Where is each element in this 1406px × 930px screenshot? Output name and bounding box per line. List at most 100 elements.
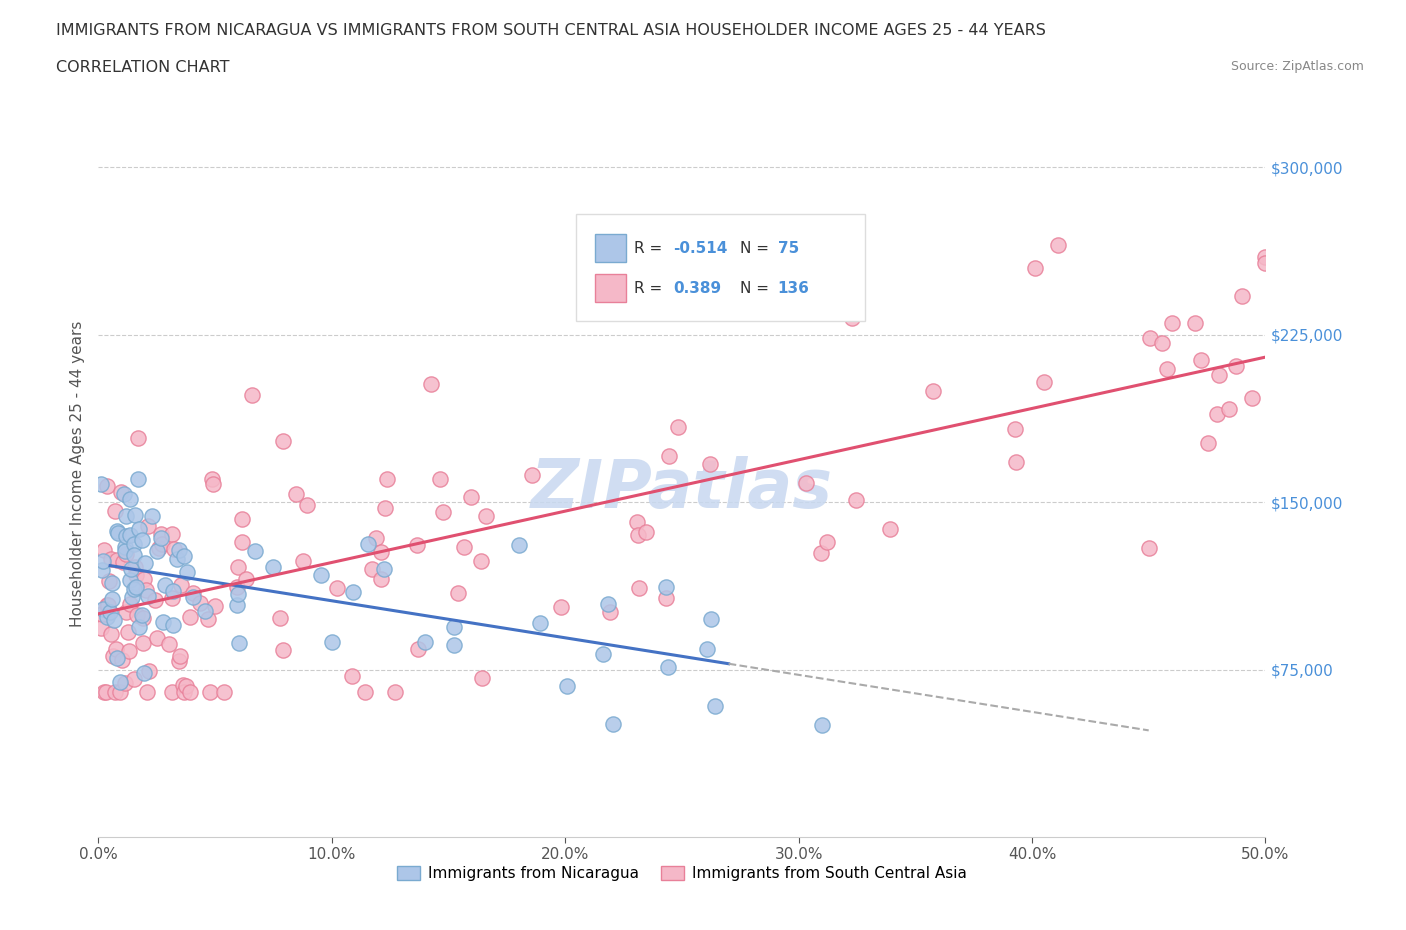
Point [188, 596, 211, 611]
Point [115, 547, 138, 562]
Point [198, 684, 221, 699]
Point [98, 604, 121, 619]
Point [796, 475, 818, 490]
Point [201, 472, 224, 486]
Point [134, 556, 156, 571]
Point [627, 580, 650, 595]
Point [124, 507, 146, 522]
Point [475, 509, 498, 524]
Point [114, 509, 136, 524]
Point [104, 684, 127, 699]
Point [149, 526, 172, 541]
Point [696, 642, 718, 657]
Point [550, 599, 572, 614]
Text: N =: N = [740, 281, 773, 296]
Text: 75: 75 [778, 241, 799, 256]
Point [162, 591, 184, 605]
Text: R =: R = [634, 281, 672, 296]
Point [309, 567, 332, 582]
Point [100, 626, 122, 641]
Point [114, 544, 136, 559]
Point [104, 642, 127, 657]
Point [1024, 261, 1046, 276]
Point [157, 637, 180, 652]
Point [170, 578, 193, 592]
Point [101, 576, 124, 591]
Point [231, 535, 253, 550]
Point [269, 611, 291, 626]
Point [228, 587, 250, 602]
Point [1156, 362, 1178, 377]
Point [110, 653, 132, 668]
Point [115, 528, 138, 543]
Point [118, 528, 141, 543]
Legend: Immigrants from Nicaragua, Immigrants from South Central Asia: Immigrants from Nicaragua, Immigrants fr… [391, 860, 973, 887]
Text: N =: N = [740, 241, 773, 256]
Point [353, 684, 375, 699]
Point [297, 498, 319, 512]
Point [231, 512, 253, 526]
Point [91, 602, 114, 617]
Point [115, 604, 138, 619]
Point [173, 684, 195, 699]
Point [112, 486, 135, 501]
Point [447, 586, 470, 601]
Point [128, 522, 150, 537]
Point [1004, 455, 1026, 470]
Point [658, 449, 681, 464]
Point [117, 624, 139, 639]
Point [110, 485, 132, 499]
Point [1206, 406, 1229, 421]
Point [226, 579, 249, 594]
Point [271, 433, 294, 448]
Point [101, 591, 124, 606]
Point [127, 472, 149, 486]
Point [810, 546, 832, 561]
Point [91, 553, 114, 568]
Point [1218, 402, 1240, 417]
Point [342, 585, 364, 600]
Point [1208, 367, 1230, 382]
Point [122, 537, 145, 551]
Point [169, 648, 191, 663]
Point [377, 472, 399, 486]
Point [361, 562, 384, 577]
Point [96, 684, 118, 699]
Point [225, 598, 247, 613]
Point [105, 524, 128, 538]
Point [162, 584, 184, 599]
Point [1004, 421, 1026, 436]
Point [128, 619, 150, 634]
Point [127, 608, 149, 623]
Point [132, 635, 155, 650]
Point [373, 561, 395, 576]
Text: IMMIGRANTS FROM NICARAGUA VS IMMIGRANTS FROM SOUTH CENTRAL ASIA HOUSEHOLDER INCO: IMMIGRANTS FROM NICARAGUA VS IMMIGRANTS … [56, 23, 1046, 38]
Point [1240, 391, 1263, 405]
Point [162, 526, 184, 541]
Point [149, 530, 172, 545]
Point [443, 619, 465, 634]
Point [655, 591, 678, 605]
Point [132, 572, 155, 587]
Point [413, 634, 436, 649]
Point [148, 540, 170, 555]
Point [179, 684, 201, 699]
Point [194, 604, 217, 618]
Point [879, 522, 901, 537]
Point [96, 478, 118, 493]
Point [1139, 330, 1161, 345]
Point [460, 490, 482, 505]
Point [212, 684, 235, 699]
Point [226, 560, 249, 575]
Point [471, 671, 494, 685]
Point [370, 572, 392, 587]
Point [118, 597, 141, 612]
Text: Source: ZipAtlas.com: Source: ZipAtlas.com [1230, 60, 1364, 73]
Point [626, 514, 648, 529]
Point [228, 636, 250, 651]
Point [370, 545, 392, 560]
Point [1225, 359, 1247, 374]
Point [429, 472, 451, 486]
Point [326, 581, 349, 596]
Point [1033, 375, 1056, 390]
